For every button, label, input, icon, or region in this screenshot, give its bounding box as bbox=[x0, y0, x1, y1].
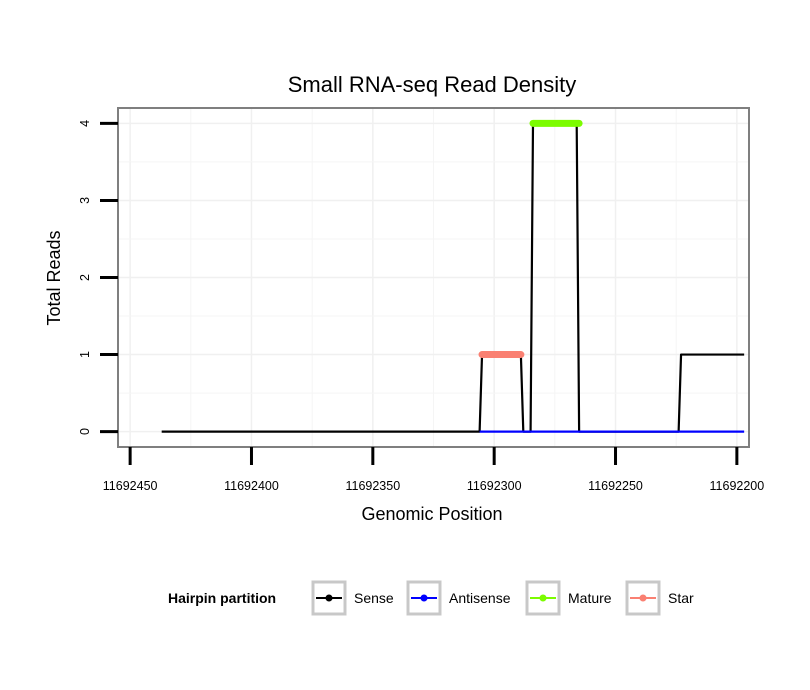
legend-swatch-dot-star bbox=[639, 594, 647, 602]
series-group bbox=[161, 119, 745, 433]
x-tick-label: 11692200 bbox=[710, 479, 765, 493]
y-axis-title: Total Reads bbox=[44, 230, 64, 325]
x-tick-label: 11692300 bbox=[467, 479, 522, 493]
legend-label-antisense: Antisense bbox=[449, 590, 511, 606]
x-tick-label: 11692350 bbox=[345, 479, 400, 493]
legend-label-star: Star bbox=[668, 590, 694, 606]
x-axis-title: Genomic Position bbox=[361, 504, 502, 524]
legend: Sense Antisense Mature Star bbox=[311, 580, 694, 616]
x-tick-label: 11692400 bbox=[224, 479, 279, 493]
x-tick-label: 11692250 bbox=[588, 479, 643, 493]
legend-swatch-dot-antisense bbox=[420, 594, 428, 602]
x-axis: 11692450 11692400 11692350 11692300 11692250… bbox=[103, 447, 764, 493]
y-tick-label: 2 bbox=[78, 274, 92, 281]
chart-title: Small RNA-seq Read Density bbox=[288, 72, 577, 97]
y-tick-label: 4 bbox=[78, 120, 92, 127]
legend-title: Hairpin partition bbox=[168, 590, 276, 606]
series-sense-line bbox=[161, 122, 745, 433]
y-tick-label: 3 bbox=[78, 197, 92, 204]
legend-swatch-dot-mature bbox=[539, 594, 547, 602]
x-tick-label: 11692450 bbox=[103, 479, 158, 493]
y-tick-label: 1 bbox=[78, 351, 92, 358]
y-axis: 0 1 2 3 4 bbox=[78, 120, 118, 435]
y-tick-label: 0 bbox=[78, 428, 92, 435]
legend-label-sense: Sense bbox=[354, 590, 394, 606]
legend-label-mature: Mature bbox=[568, 590, 612, 606]
legend-swatch-dot-sense bbox=[325, 594, 333, 602]
grid-lines bbox=[118, 108, 749, 447]
